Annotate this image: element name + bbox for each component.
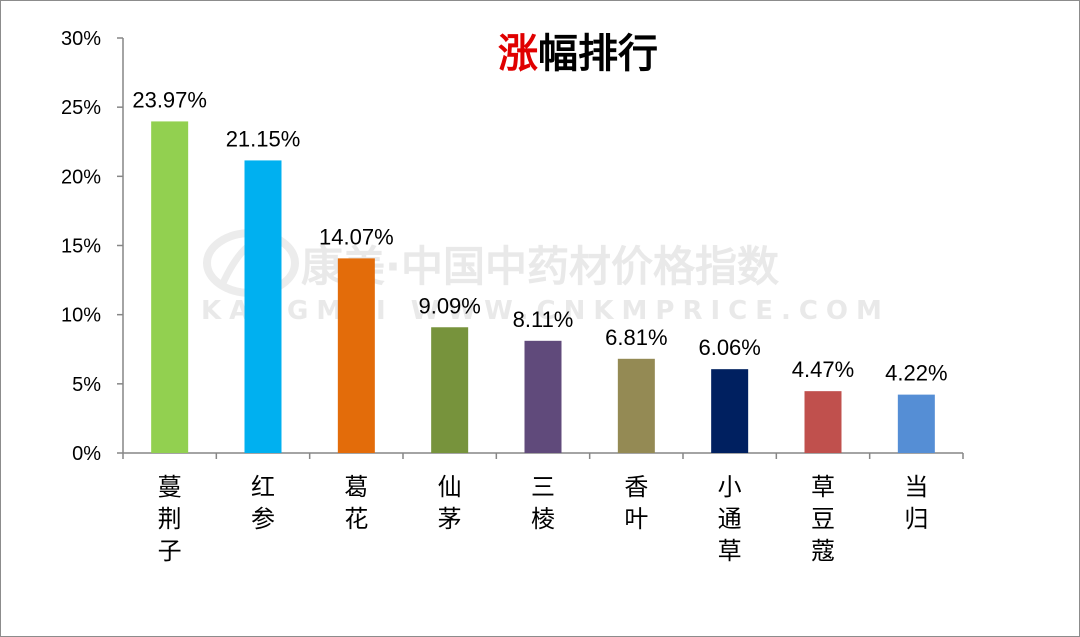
category-label: 蔓荆子 — [158, 473, 182, 565]
category-label: 红参 — [251, 473, 275, 533]
data-label: 14.07% — [319, 224, 394, 249]
bar — [524, 340, 562, 453]
data-label: 4.47% — [792, 357, 854, 382]
bar — [431, 327, 469, 453]
bar — [337, 258, 375, 453]
bar — [244, 160, 282, 454]
data-label: 9.09% — [418, 293, 480, 318]
y-axis-ticks: 0% 5% 10% 15% 20% 25% 30% — [61, 28, 964, 465]
y-tick-label: 25% — [61, 97, 101, 119]
category-label: 三棱 — [531, 473, 555, 533]
y-tick-label: 0% — [72, 443, 101, 465]
bar — [711, 369, 749, 453]
y-tick-label: 5% — [72, 374, 101, 396]
category-labels: 蔓荆子 红参 葛花 仙茅 三棱 香叶 小通草 草豆蔻 当归 — [158, 473, 929, 565]
bar — [151, 121, 189, 453]
watermark-line1: 康美·中国中药材价格指数 — [301, 242, 779, 291]
data-label: 23.97% — [132, 87, 207, 112]
y-tick-label: 15% — [61, 236, 101, 258]
watermark-line2: KANGMEI WWW.CNKMPRICE.COM — [201, 296, 890, 326]
data-labels: 23.97% 21.15% 14.07% 9.09% 8.11% 6.81% 6.06% 4.… — [132, 87, 947, 385]
chart-title-highlight: 涨 — [498, 31, 538, 77]
category-label: 仙茅 — [438, 473, 462, 533]
bar — [617, 358, 655, 453]
bars — [151, 121, 935, 454]
category-label: 葛花 — [344, 473, 368, 533]
bar — [804, 391, 842, 453]
data-label: 6.81% — [605, 325, 667, 350]
y-tick-label: 20% — [61, 166, 101, 188]
chart-title-rest: 幅排行 — [538, 31, 658, 77]
data-label: 21.15% — [226, 126, 301, 151]
category-label: 草豆蔻 — [811, 473, 835, 565]
category-label: 小通草 — [718, 473, 742, 565]
chart-title: 涨幅排行 — [498, 31, 658, 77]
data-label: 4.22% — [885, 361, 947, 386]
data-label: 8.11% — [513, 307, 574, 332]
bar — [897, 394, 935, 453]
y-tick-label: 30% — [61, 28, 101, 50]
watermark: 康美·中国中药材价格指数 KANGMEI WWW.CNKMPRICE.COM — [201, 229, 890, 326]
data-label: 6.06% — [698, 335, 760, 360]
category-label: 当归 — [904, 473, 928, 533]
y-tick-label: 10% — [61, 305, 101, 327]
category-label: 香叶 — [624, 473, 648, 533]
